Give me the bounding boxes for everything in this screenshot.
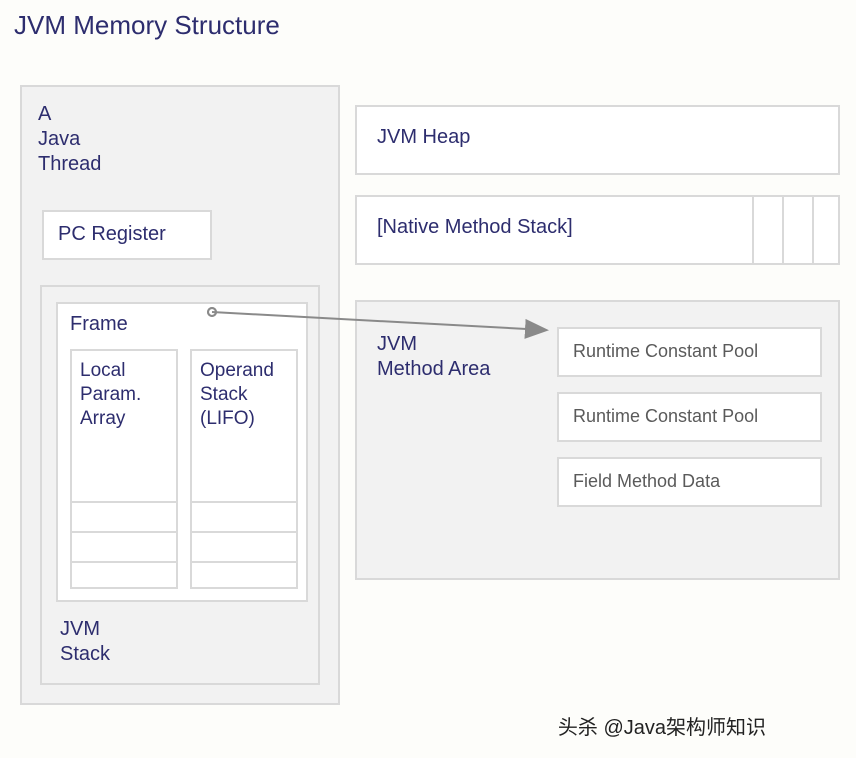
local-param-label: Local Param. Array [72, 351, 176, 430]
frame-label: Frame [70, 312, 128, 337]
thread-label-line: A [38, 102, 101, 127]
watermark-text: 头杀 @Java架构师知识 [558, 711, 766, 740]
method-area-label: JVM Method Area [377, 332, 490, 382]
jvm-heap-label: JVM Heap [377, 126, 470, 148]
row-divider [72, 531, 176, 533]
nms-divider [812, 195, 814, 265]
method-area-item-label: Runtime Constant Pool [573, 406, 758, 426]
jvm-heap-box: JVM Heap [355, 105, 840, 175]
operand-stack-label: Operand Stack (LIFO) [192, 351, 296, 430]
page-title: JVM Memory Structure [14, 10, 280, 41]
frame-box: Frame Local Param. Array Operand Stack (… [56, 302, 308, 602]
method-area-item: Runtime Constant Pool [557, 392, 822, 442]
thread-label-line: Java [38, 127, 101, 152]
native-method-stack-box: [Native Method Stack] [355, 195, 840, 265]
method-area-panel: JVM Method Area Runtime Constant Pool Ru… [355, 300, 840, 580]
row-divider [72, 561, 176, 563]
method-area-item-label: Runtime Constant Pool [573, 341, 758, 361]
pc-register-box: PC Register [42, 210, 212, 260]
thread-label: A Java Thread [38, 102, 101, 177]
method-area-item-label: Field Method Data [573, 471, 720, 491]
nms-divider [782, 195, 784, 265]
operand-stack-box: Operand Stack (LIFO) [190, 349, 298, 589]
method-area-item: Runtime Constant Pool [557, 327, 822, 377]
thread-label-line: Thread [38, 152, 101, 177]
jvm-stack-label: JVM Stack [60, 617, 110, 667]
pc-register-label: PC Register [58, 223, 166, 245]
nms-divider [752, 195, 754, 265]
row-divider [192, 531, 296, 533]
row-divider [192, 501, 296, 503]
local-param-array-box: Local Param. Array [70, 349, 178, 589]
native-method-stack-label: [Native Method Stack] [377, 216, 573, 238]
jvm-stack-panel: Frame Local Param. Array Operand Stack (… [40, 285, 320, 685]
row-divider [192, 561, 296, 563]
method-area-item: Field Method Data [557, 457, 822, 507]
row-divider [72, 501, 176, 503]
